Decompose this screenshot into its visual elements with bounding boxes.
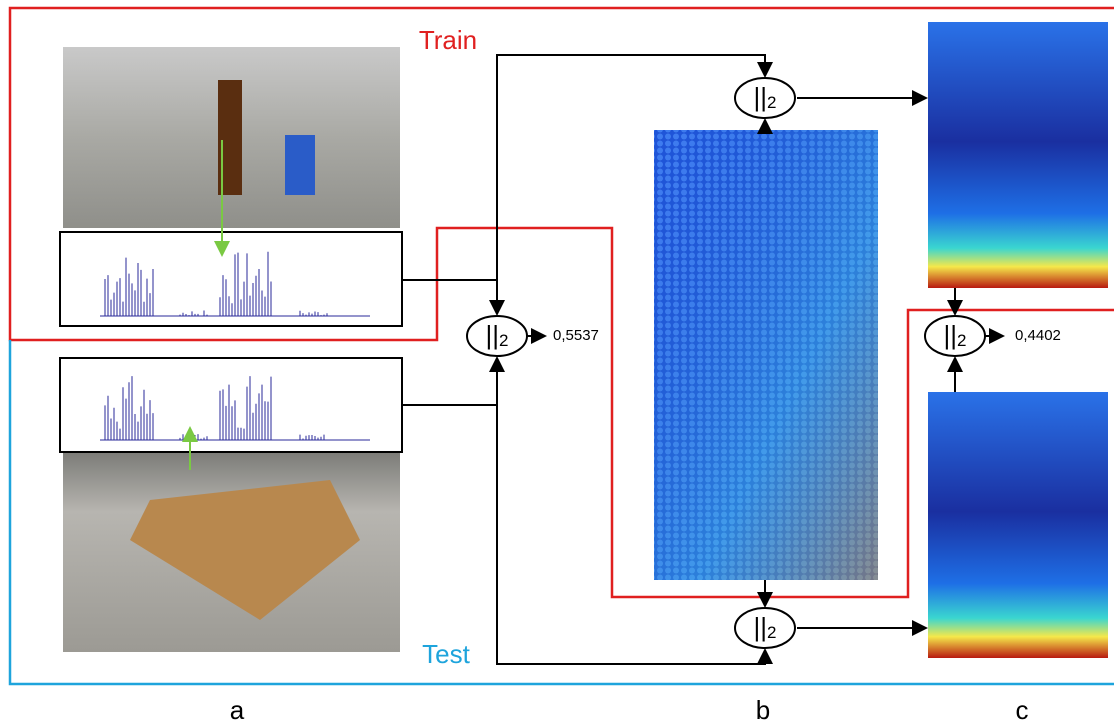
panel-label: b xyxy=(756,695,770,725)
train-label: Train xyxy=(419,25,477,55)
norm-subscript: 2 xyxy=(499,331,508,350)
test-heatmap xyxy=(928,392,1108,658)
output-value: 0,5537 xyxy=(553,327,599,344)
output-value: 0,4402 xyxy=(1015,327,1061,344)
panel-label: a xyxy=(230,695,245,725)
norm-symbol: || xyxy=(754,612,768,642)
norm-symbol: || xyxy=(486,320,500,350)
norm-subscript: 2 xyxy=(767,93,776,112)
train-heatmap xyxy=(928,22,1108,288)
norm-subscript: 2 xyxy=(957,331,966,350)
som-overlay xyxy=(654,130,878,580)
diagram: ||2 ||2 ||2 ||2 0,5537 0,4402 Train Test… xyxy=(0,0,1114,725)
test-label: Test xyxy=(422,639,470,669)
cup xyxy=(285,135,315,195)
norm-subscript: 2 xyxy=(767,623,776,642)
norm-symbol: || xyxy=(754,82,768,112)
norm-symbol: || xyxy=(944,320,958,350)
panel-label: c xyxy=(1016,695,1029,725)
